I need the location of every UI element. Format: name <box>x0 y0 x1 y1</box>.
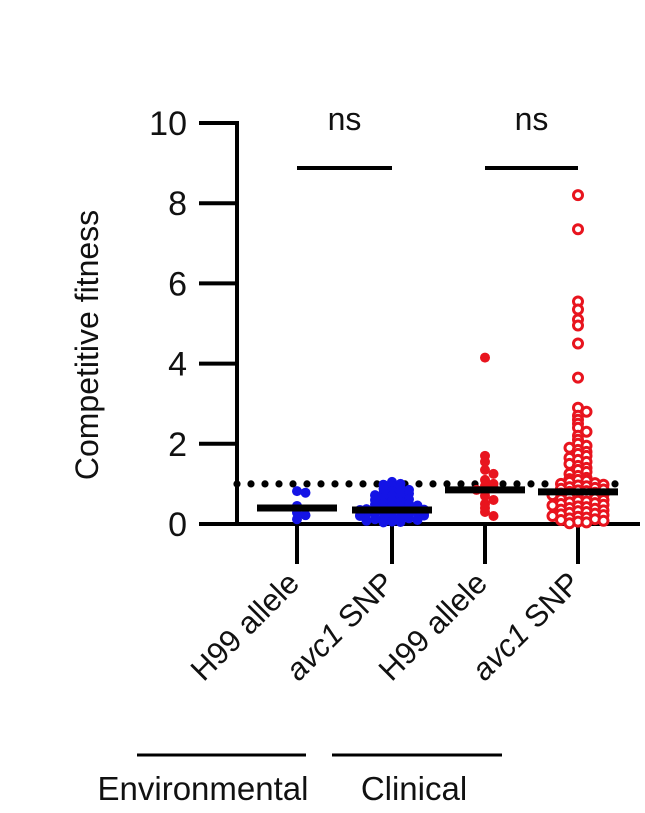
reference-dot <box>541 480 549 488</box>
data-point <box>395 516 406 527</box>
reference-dot <box>289 480 297 488</box>
reference-dot <box>317 480 325 488</box>
reference-dot <box>457 480 465 488</box>
group-label: Environmental <box>98 770 309 807</box>
data-point <box>572 223 584 236</box>
significance-label: ns <box>328 101 362 137</box>
data-point <box>572 371 584 384</box>
reference-dot <box>611 480 619 488</box>
group-label: Clinical <box>361 770 467 807</box>
reference-dot <box>527 480 535 488</box>
reference-dot <box>233 480 241 488</box>
data-point <box>580 516 593 529</box>
axes: 0 2 4 6 8 10 <box>149 105 640 564</box>
reference-dot <box>331 480 339 488</box>
y-tick-label: 8 <box>168 185 187 223</box>
data-point <box>404 513 414 524</box>
data-point <box>572 303 584 316</box>
data-point <box>480 352 490 363</box>
data-point <box>488 510 499 521</box>
reference-dot <box>443 480 451 488</box>
reference-dot <box>275 480 283 488</box>
data-point <box>480 464 490 475</box>
data-point <box>292 514 302 525</box>
data-point <box>361 515 372 526</box>
data-point <box>597 514 610 527</box>
data-point <box>387 516 397 527</box>
data-point <box>378 517 389 528</box>
y-tick-label: 10 <box>149 105 187 143</box>
reference-dot <box>261 480 269 488</box>
reference-dot <box>247 480 255 488</box>
data-point <box>572 319 584 332</box>
median-bars <box>257 486 618 514</box>
y-tick-label: 6 <box>168 265 187 303</box>
group-labels: Environmental Clinical <box>98 753 502 807</box>
reference-dot <box>429 480 437 488</box>
data-point <box>300 510 311 521</box>
reference-dot <box>345 480 353 488</box>
significance-annotations: ns ns <box>297 101 578 170</box>
reference-dot <box>415 480 423 488</box>
reference-dot <box>513 480 521 488</box>
data-point <box>300 487 311 498</box>
reference-dot <box>499 480 507 488</box>
data-point <box>480 456 490 467</box>
y-tick-label: 2 <box>168 426 187 464</box>
data-point <box>572 189 584 202</box>
significance-label: ns <box>515 101 549 137</box>
data-point <box>488 468 499 479</box>
y-tick-label: 0 <box>168 506 187 544</box>
data-point <box>412 514 423 525</box>
data-point <box>292 486 302 497</box>
data-point <box>480 506 490 517</box>
data-point <box>563 517 576 530</box>
reference-dot <box>303 480 311 488</box>
data-point <box>480 490 490 501</box>
reference-dot <box>359 480 367 488</box>
y-tick-label: 4 <box>168 346 187 384</box>
data-points <box>292 189 610 530</box>
data-point <box>370 514 380 525</box>
y-axis-label: Competitive fitness <box>69 210 105 480</box>
data-point <box>572 337 584 350</box>
data-point <box>488 494 499 505</box>
